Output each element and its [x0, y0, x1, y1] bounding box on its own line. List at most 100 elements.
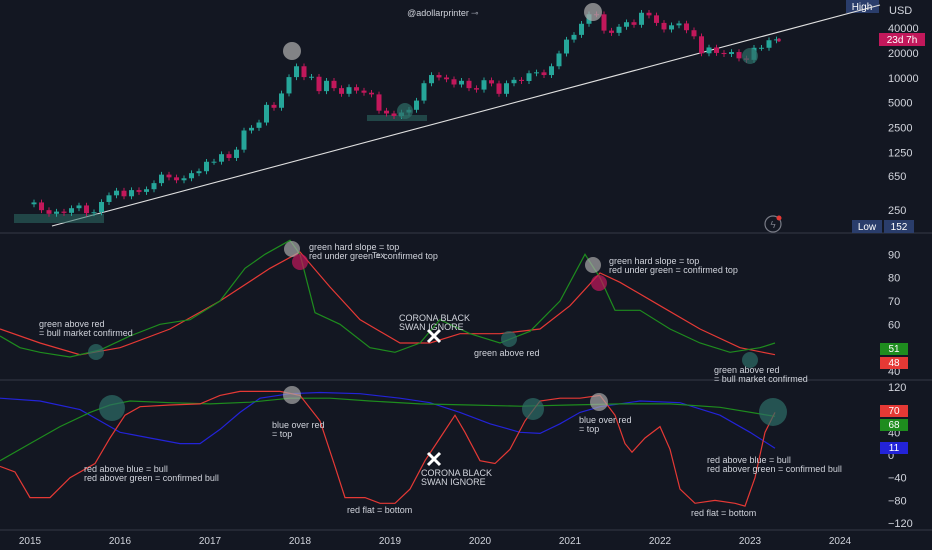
candle-body	[601, 14, 607, 31]
candle-body	[646, 12, 652, 16]
candle-body	[691, 30, 697, 37]
osc2-value-badge	[880, 405, 908, 417]
candle-body	[31, 202, 37, 205]
osc2-marker	[522, 398, 544, 420]
osc1-green-value: 51	[888, 344, 900, 355]
osc2-marker	[759, 398, 787, 426]
candle-body	[714, 47, 719, 53]
osc1-annotation-line: red under green = confirmed top	[309, 251, 438, 261]
candle-body	[279, 93, 284, 108]
osc1-tick-label: 90	[888, 249, 900, 261]
watermark-icon: ⊸	[471, 8, 479, 18]
candle-body	[564, 39, 569, 54]
countdown-label: 23d 7h	[887, 35, 918, 46]
price-tick-label: 650	[888, 171, 906, 183]
candle-body	[654, 15, 659, 23]
osc2-annotation-line: red abover green = confirmed bull	[84, 473, 219, 483]
candle-body	[421, 83, 427, 101]
osc2-tick-label: −80	[888, 495, 907, 507]
osc1-misc-label: Tex	[372, 251, 384, 260]
candle-body	[256, 122, 262, 128]
osc2-annotation-line: red above blue = bull	[84, 464, 168, 474]
candle-body	[121, 190, 127, 197]
osc1-annotation: green above red	[474, 348, 540, 358]
osc2-tick-label: −120	[888, 518, 913, 530]
candle-body	[414, 100, 419, 110]
price-tick-label: 10000	[888, 73, 919, 85]
osc1-annotation-line: green hard slope = top	[309, 242, 399, 252]
candle-body	[609, 30, 614, 33]
price-tick-label: 5000	[888, 98, 912, 110]
candle-body	[159, 174, 164, 184]
osc1-annotation-line: SWAN IGNORE	[399, 322, 464, 332]
osc2-value-label: 11	[889, 443, 900, 454]
bottom-marker-2019	[397, 103, 413, 119]
osc1-annotation-line: = bull market confirmed	[39, 328, 133, 338]
osc1-red-badge	[880, 357, 908, 369]
candle-body	[579, 23, 584, 35]
candle-body	[196, 171, 202, 174]
time-axis: 2015 2016 2017 2018 2019 2020 2021 2022 2023 2024	[19, 536, 852, 547]
trend-line[interactable]	[51, 4, 881, 227]
osc1-annotation-line: green above red	[39, 319, 105, 329]
candle-body	[46, 210, 52, 214]
candle-body	[286, 77, 292, 94]
candle-body	[346, 87, 352, 94]
price-tick-label: 250	[888, 205, 906, 217]
candle-body	[114, 190, 119, 196]
osc2-annotation-line: red flat = bottom	[691, 508, 756, 518]
candle-body	[684, 23, 689, 31]
candle-body	[249, 127, 254, 131]
candle-body	[301, 66, 307, 78]
indicator-pane-1: 908070605040green above red= bull market…	[0, 239, 908, 384]
candle-body	[526, 73, 532, 81]
bottom-marker-2022	[742, 48, 758, 64]
candle-body	[234, 149, 239, 158]
osc2-green-line	[0, 397, 776, 462]
candle-body	[331, 80, 337, 89]
osc1-green-badge	[880, 343, 908, 355]
year-tick-label: 2020	[469, 536, 492, 547]
candle-body	[429, 75, 434, 84]
candle-body	[219, 154, 224, 162]
osc1-red-value: 48	[888, 358, 900, 369]
candle-body	[339, 88, 344, 94]
osc1-tick-label: 80	[888, 273, 900, 285]
candle-body	[39, 202, 44, 211]
candle-body	[136, 190, 142, 192]
osc1-green-line	[0, 239, 776, 358]
osc2-marker	[590, 393, 608, 411]
year-tick-label: 2019	[379, 536, 402, 547]
candle-body	[204, 161, 209, 172]
low-label: Low	[858, 222, 877, 233]
candle-body	[211, 161, 217, 163]
osc1-annotation-line: green above red	[714, 365, 780, 375]
osc1-tick-label: 70	[888, 296, 900, 308]
candle-body	[354, 87, 359, 91]
osc2-annotation: red flat = bottom	[691, 508, 756, 518]
top-marker-2021	[584, 3, 602, 21]
accumulation-zone	[14, 214, 104, 223]
osc1-marker	[591, 275, 607, 291]
osc1-annotation-line: CORONA BLACK	[399, 313, 470, 323]
osc1-annotation-line: green above red	[474, 348, 540, 358]
candle-body	[639, 12, 644, 25]
year-tick-label: 2016	[109, 536, 132, 547]
candle-body	[721, 52, 727, 55]
candle-body	[616, 26, 622, 33]
candle-body	[519, 79, 524, 81]
candle-body	[189, 173, 194, 179]
accumulation-zone	[367, 115, 427, 121]
alert-clock-icon[interactable]: ϟ	[764, 215, 782, 233]
year-tick-label: 2018	[289, 536, 312, 547]
osc2-annotation-line: SWAN IGNORE	[421, 477, 486, 487]
price-ticks: 40000 20000 10000 5000 2500 1250 650 250	[888, 23, 919, 217]
osc2-annotation-line: blue over red	[272, 420, 325, 430]
candle-body	[736, 52, 742, 59]
osc2-annotation: blue over red= top	[579, 415, 632, 434]
osc2-tick-label: −40	[888, 473, 907, 485]
osc1-annotation-line: red under green = confirmed top	[609, 265, 738, 275]
